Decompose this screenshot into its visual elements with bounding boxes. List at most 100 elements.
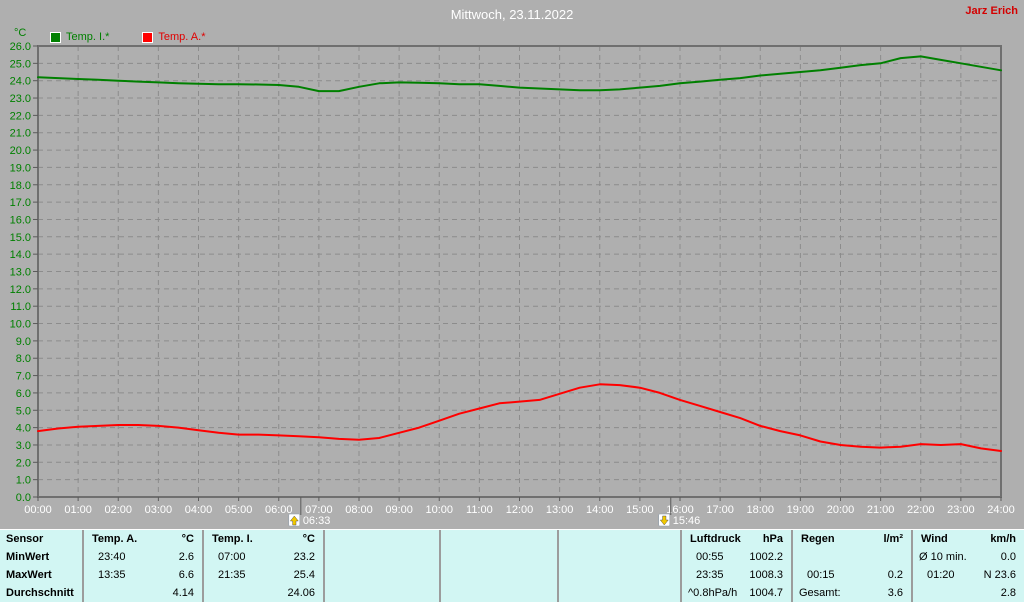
x-tick-label: 02:00: [104, 504, 132, 516]
stats-col-empty: [325, 530, 441, 602]
col-header: Temp. I.: [212, 533, 253, 545]
sunset-time-label: 15:46: [673, 515, 701, 527]
stat-time: ^0.8hPa/h: [688, 587, 738, 599]
x-tick-label: 16:00: [666, 504, 694, 516]
y-tick-label: 22.0: [10, 110, 31, 122]
x-tick-label: 11:00: [466, 504, 493, 516]
col-unit: °C: [181, 533, 194, 545]
y-tick-label: 12.0: [10, 284, 31, 296]
row-label: MinWert: [6, 551, 50, 563]
stat-value: 6.6: [178, 569, 194, 581]
y-tick-label: 10.0: [10, 319, 31, 331]
stats-col-empty: [559, 530, 682, 602]
x-tick-label: 08:00: [345, 504, 373, 516]
temp-a-swatch-icon: [142, 31, 154, 43]
temp-i-swatch-icon: [50, 31, 61, 43]
stat-time: 00:55: [696, 551, 724, 563]
y-tick-label: 18.0: [10, 180, 31, 192]
stat-time: Ø 10 min.: [919, 551, 967, 563]
col-unit: °C: [302, 533, 315, 545]
sunset-icon: [658, 513, 671, 527]
x-tick-label: 10:00: [425, 504, 453, 516]
stat-time: Gesamt:: [799, 587, 841, 599]
y-tick-label: 23.0: [10, 93, 31, 105]
stat-value: 1004.7: [749, 587, 783, 599]
stats-col-row-labels: Sensor MinWert MaxWert Durchschnitt: [0, 530, 84, 602]
legend-item-temp-a: Temp. A.*: [142, 31, 205, 43]
y-tick-label: 5.0: [16, 405, 31, 417]
sunrise-icon: [288, 513, 301, 527]
stat-time: 21:35: [218, 569, 246, 581]
col-unit: hPa: [762, 533, 783, 545]
col-unit: km/h: [990, 533, 1016, 545]
x-tick-label: 18:00: [746, 504, 774, 516]
y-tick-label: 20.0: [10, 145, 31, 157]
y-tick-label: 11.0: [10, 301, 31, 313]
stat-value: 25.4: [293, 569, 315, 581]
stats-col-regen: Regen l/m² 00:15 0.2 Gesamt: 3.6: [793, 530, 913, 602]
stats-table: Sensor MinWert MaxWert Durchschnitt Temp…: [0, 529, 1024, 602]
stats-col-wind: Wind km/h Ø 10 min. 0.0 01:20 N 23.6 2.8: [913, 530, 1024, 602]
col-header: Temp. A.: [92, 533, 138, 545]
page-title: Mittwoch, 23.11.2022: [450, 7, 574, 22]
stat-value: 4.14: [172, 587, 194, 599]
y-axis-unit-label: °C: [14, 27, 27, 39]
y-tick-label: 8.0: [16, 353, 31, 365]
stat-value: 1008.3: [749, 569, 783, 581]
y-tick-label: 9.0: [16, 336, 31, 348]
stat-value: 2.8: [1000, 587, 1016, 599]
y-tick-label: 25.0: [10, 58, 31, 70]
stat-time: 07:00: [218, 551, 246, 563]
x-tick-label: 19:00: [787, 504, 815, 516]
legend: Temp. I.* Temp. A.*: [50, 31, 205, 43]
y-tick-label: 0.0: [16, 492, 31, 504]
stat-value: 0.2: [887, 569, 903, 581]
y-tick-label: 24.0: [10, 76, 31, 88]
stat-value: 3.6: [887, 587, 903, 599]
col-header: Regen: [801, 533, 835, 545]
y-tick-label: 19.0: [10, 162, 31, 174]
stats-col-empty: [441, 530, 559, 602]
x-tick-label: 06:00: [265, 504, 293, 516]
x-tick-label: 01:00: [64, 504, 92, 516]
y-tick-label: 15.0: [10, 232, 31, 244]
stats-col-temp-a: Temp. A. °C 23:40 2.6 13:35 6.6 4.14: [84, 530, 204, 602]
row-label: MaxWert: [6, 569, 52, 581]
stat-time: 23:40: [98, 551, 126, 563]
y-tick-label: 2.0: [16, 457, 31, 469]
legend-label-temp-a: Temp. A.*: [158, 31, 206, 43]
col-header: Luftdruck: [690, 533, 741, 545]
row-label: Durchschnitt: [6, 587, 74, 599]
series-line-temp-i: [37, 55, 1002, 93]
stats-col-temp-i: Temp. I. °C 07:00 23.2 21:35 25.4 24.06: [204, 530, 325, 602]
stat-time: 01:20: [927, 569, 955, 581]
legend-label-temp-i: Temp. I.*: [66, 31, 110, 43]
stat-value: 2.6: [178, 551, 194, 563]
y-tick-label: 3.0: [16, 440, 31, 452]
y-tick-label: 16.0: [10, 214, 31, 226]
x-tick-label: 24:00: [987, 504, 1015, 516]
x-tick-label: 15:00: [626, 504, 654, 516]
series-line-temp-a: [37, 383, 1002, 452]
sunrise-time-label: 06:33: [303, 515, 331, 527]
stat-time: 23:35: [696, 569, 724, 581]
stat-time: 13:35: [98, 569, 126, 581]
owner-name: Jarz Erich: [965, 5, 1018, 17]
y-tick-label: 17.0: [10, 197, 31, 209]
x-tick-label: 13:00: [546, 504, 574, 516]
x-tick-label: 20:00: [827, 504, 855, 516]
stat-value: 23.2: [293, 551, 315, 563]
stat-value: 1002.2: [749, 551, 783, 563]
y-tick-label: 14.0: [10, 249, 31, 261]
stat-value: 0.0: [1000, 551, 1016, 563]
x-tick-label: 07:00: [305, 504, 333, 516]
stat-time: 00:15: [807, 569, 835, 581]
x-tick-label: 12:00: [506, 504, 534, 516]
x-tick-label: 05:00: [225, 504, 253, 516]
x-tick-label: 03:00: [145, 504, 173, 516]
col-header: Wind: [921, 533, 948, 545]
row-label: Sensor: [6, 533, 44, 545]
x-tick-label: 04:00: [185, 504, 213, 516]
y-tick-label: 7.0: [16, 371, 31, 383]
temperature-chart: 0.0 1.0 2.0 3.0 4.0 5.0 6.0 7.0 8.0 9.0 10.0 11.0 12…: [10, 41, 1015, 527]
